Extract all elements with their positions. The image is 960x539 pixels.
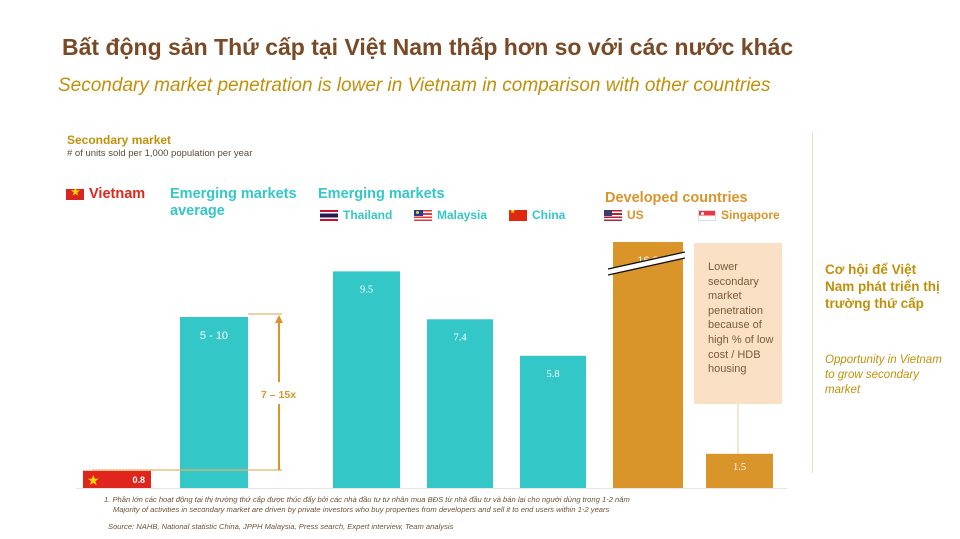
metric-unit: # of units sold per 1,000 population per… [67, 148, 253, 159]
group-emerging: Emerging markets [318, 186, 445, 202]
bar-emerging-markets-average-label: 5 - 10 [200, 330, 228, 342]
us-flag-icon [604, 209, 622, 221]
legend-singapore: Singapore [698, 208, 780, 222]
source-note: Source: NAHB, National statistic China, … [108, 522, 454, 531]
bar-china-label: 5.8 [546, 369, 559, 380]
axis-break-line-top [607, 251, 686, 270]
bar-singapore [706, 453, 773, 488]
thailand-flag-icon [320, 209, 338, 221]
group-vietnam-label: Vietnam [89, 186, 146, 202]
group-vietnam: Vietnam [66, 186, 145, 202]
singapore-flag-icon [698, 209, 716, 221]
legend-malaysia-label: Malaysia [437, 208, 488, 222]
footnote: 1. Phần lớn các hoạt động tại thị trường… [104, 495, 630, 515]
legend-singapore-label: Singapore [721, 208, 780, 222]
group-developed: Developed countries [605, 190, 748, 206]
legend-malaysia: Malaysia [414, 208, 487, 222]
vietnam-flag-icon [66, 188, 84, 200]
legend-china-label: China [532, 208, 566, 222]
china-flag-icon [509, 209, 527, 221]
multiplier-label: 7 – 15x [261, 389, 296, 401]
footnote-en: Majority of activities in secondary mark… [113, 505, 610, 514]
axis-break-gap [608, 252, 685, 275]
legend-thailand: Thailand [320, 208, 392, 222]
vietnam-star-icon: ★ [87, 473, 100, 489]
group-emerging-average: Emerging markets average [170, 186, 297, 219]
right-panel-divider [812, 133, 813, 473]
bar-vietnam [83, 471, 151, 488]
bar-singapore-label: 1.5 [733, 462, 746, 473]
bar-malaysia [427, 319, 493, 488]
bar-emerging-markets-average [180, 317, 248, 488]
axis-break-line-bottom [607, 257, 686, 276]
legend-china: China [509, 208, 565, 222]
bar-thailand-label: 9.5 [360, 284, 373, 295]
page-subtitle: Secondary market penetration is lower in… [58, 75, 771, 96]
bar-vietnam-label: 0.8 [132, 475, 145, 485]
legend-thailand-label: Thailand [343, 208, 393, 222]
bar-china [520, 355, 586, 488]
bar-thailand [333, 271, 400, 488]
legend-us: US [604, 208, 644, 222]
page-title: Bất động sản Thứ cấp tại Việt Nam thấp h… [62, 34, 794, 60]
right-panel-subtitle: Opportunity in Vietnam to grow secondary… [825, 354, 942, 396]
footnote-vi: 1. Phần lớn các hoạt động tại thị trường… [104, 495, 630, 504]
legend-us-label: US [627, 208, 644, 222]
malaysia-flag-icon [414, 209, 432, 221]
bar-malaysia-label: 7.4 [453, 332, 467, 343]
bar-us [613, 242, 683, 488]
metric-title: Secondary market [67, 133, 172, 147]
singapore-note: Lower secondary market penetration becau… [694, 243, 782, 404]
arrow-up-icon [275, 315, 283, 323]
right-panel-title: Cơ hội để Việt Nam phát triển thị trường… [825, 262, 940, 311]
